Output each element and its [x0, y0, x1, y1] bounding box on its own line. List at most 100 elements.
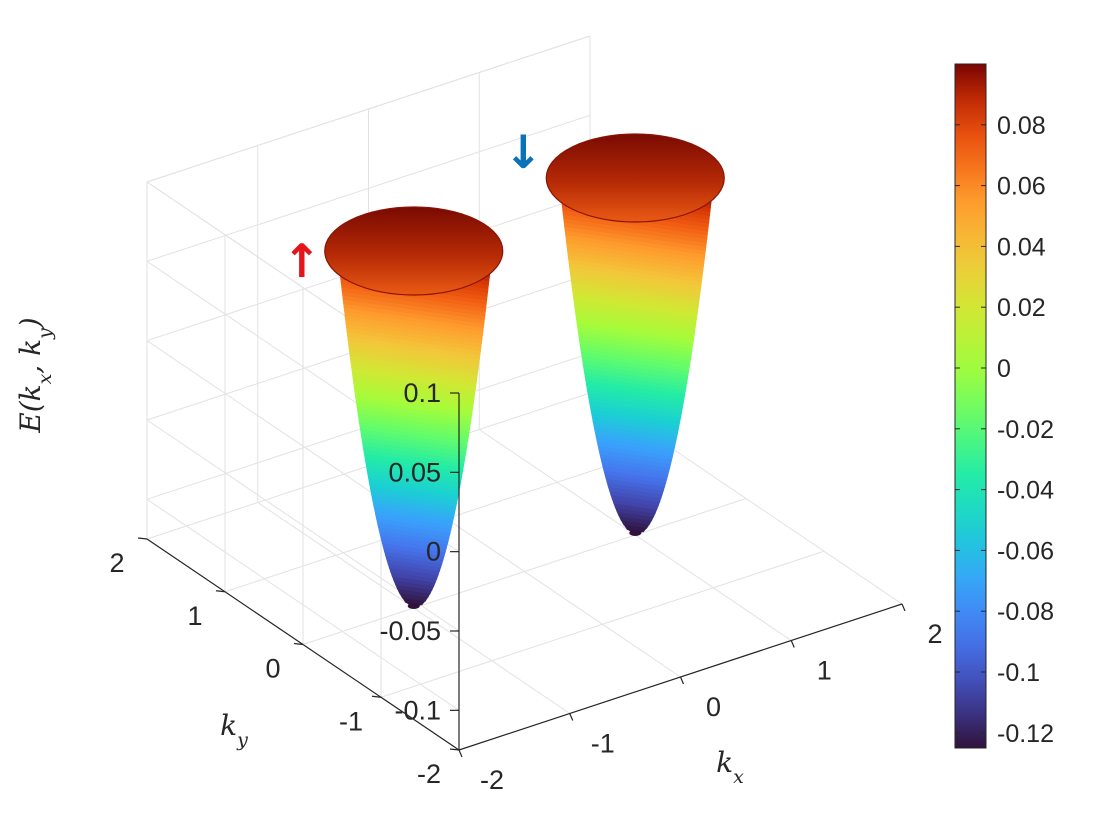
colorbar-tick-label: -0.1: [997, 659, 1040, 687]
surface-band: [575, 311, 696, 334]
surface-band: [585, 380, 686, 400]
surface-band: [368, 481, 459, 500]
surface-band: [595, 437, 675, 454]
surface-band: [365, 461, 463, 480]
surface-band: [387, 564, 440, 576]
surface-band: [379, 531, 449, 546]
surface-band: [365, 465, 462, 484]
surface-band: [357, 408, 471, 430]
surface-band: [360, 429, 468, 449]
surface-band: [380, 539, 447, 554]
z-axis-label: E(kx, ky): [14, 317, 56, 434]
surface-rim: [545, 133, 725, 223]
surface-band: [572, 295, 698, 318]
surface-band: [591, 417, 679, 434]
surface-band: [616, 511, 654, 522]
surface-band: [581, 356, 689, 376]
colorbar-tick-label: 0.02: [997, 294, 1046, 322]
surface-band: [593, 425, 678, 442]
surface-band: [573, 303, 697, 326]
surface-band: [562, 214, 708, 240]
surface-band: [352, 376, 476, 399]
surface-band: [358, 421, 469, 442]
surface-band: [574, 307, 696, 330]
surface-band: [399, 593, 428, 602]
surface-band: [360, 433, 467, 453]
surface-spin-up: [324, 206, 504, 609]
surface-band: [345, 319, 483, 345]
x-tick-label: 2: [927, 619, 942, 649]
surface-vertex: [407, 603, 420, 609]
surface-band: [570, 279, 700, 303]
surface-band: [588, 400, 682, 419]
floor-gridline: [302, 498, 747, 645]
surface-band: [376, 518, 452, 534]
surface-band: [576, 319, 695, 342]
surface-band: [402, 597, 426, 606]
surface-band: [371, 494, 457, 511]
surface-band: [586, 388, 684, 407]
surface-band: [575, 315, 695, 338]
surface-band: [385, 555, 443, 569]
y-tick-label: 1: [187, 601, 202, 631]
surface-band: [582, 360, 689, 380]
surface-band: [564, 230, 706, 256]
surface-band: [587, 392, 684, 411]
x-tick-mark: [458, 749, 463, 758]
surface-band: [600, 458, 670, 473]
colorbar-tick-label: 0.06: [997, 173, 1046, 201]
surface-band: [615, 507, 656, 518]
surface-band: [604, 474, 666, 488]
surface-band: [618, 516, 652, 526]
surface-band: [342, 299, 485, 325]
surface-band: [566, 242, 705, 268]
colorbar-tick-label: 0: [997, 355, 1011, 383]
surface-band: [368, 477, 460, 496]
surface-band: [349, 352, 479, 376]
surface-band: [573, 299, 698, 322]
surface-band: [580, 348, 691, 369]
surface-band: [342, 295, 486, 321]
surface-band: [601, 462, 670, 477]
surface-band: [603, 470, 667, 484]
surface-band: [580, 352, 690, 373]
y-axis-label: ky: [220, 709, 248, 751]
spin-up-arrow: ↑: [282, 234, 321, 288]
x-tick-label: -2: [480, 765, 504, 795]
x-axis-label: kx: [716, 746, 744, 788]
surface-band: [347, 336, 481, 360]
y-axis-label-sub: y: [236, 729, 248, 751]
surface-band: [363, 449, 465, 469]
surface-band: [577, 331, 693, 353]
surface-band: [584, 372, 687, 392]
surface-band: [592, 421, 678, 438]
surface-band: [367, 473, 461, 492]
surface-band: [569, 271, 701, 295]
surface-band: [374, 510, 454, 527]
surface-band: [571, 287, 699, 310]
top-edge-gridline: [146, 35, 591, 183]
surface-band: [567, 250, 704, 275]
surface-band: [354, 392, 473, 415]
surface-band: [377, 522, 451, 538]
surface-band: [351, 372, 476, 395]
surface-band: [623, 524, 647, 533]
surface-band: [383, 547, 445, 561]
surface-band: [355, 396, 473, 418]
colorbar-tick-label: -0.06: [997, 537, 1054, 565]
surface-band: [362, 445, 465, 465]
surface-band: [343, 307, 484, 333]
y-tick-label: 0: [265, 654, 280, 684]
surface-band: [350, 364, 477, 387]
surface-band: [565, 238, 705, 264]
floor-gridline: [380, 550, 825, 698]
surface-band: [384, 551, 444, 565]
backwall-gridline: [146, 114, 591, 262]
surface-band: [361, 437, 467, 457]
surface-spin-down: [545, 133, 725, 536]
spin-down-arrow: ↓: [504, 125, 543, 179]
surface-band: [375, 514, 453, 531]
surface-band: [346, 332, 481, 356]
y-tick-label: -2: [417, 759, 441, 789]
surface-band: [579, 343, 691, 365]
